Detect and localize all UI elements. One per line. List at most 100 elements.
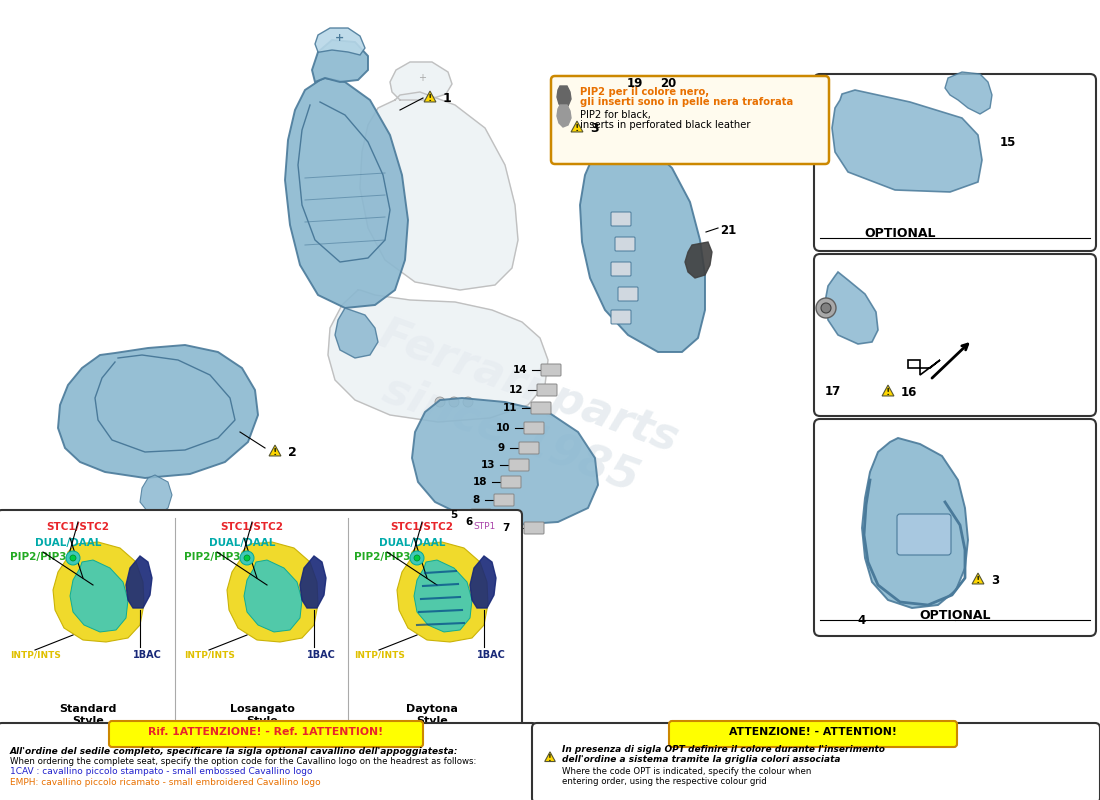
Text: PIP2 per il colore nero,: PIP2 per il colore nero, [580, 87, 710, 97]
Polygon shape [126, 556, 152, 608]
Text: 3: 3 [991, 574, 999, 586]
Circle shape [410, 551, 424, 565]
FancyBboxPatch shape [519, 442, 539, 454]
FancyBboxPatch shape [524, 522, 544, 534]
Text: !: ! [273, 448, 277, 457]
Circle shape [244, 555, 250, 561]
FancyBboxPatch shape [541, 364, 561, 376]
Text: STC1/STC2: STC1/STC2 [220, 522, 284, 532]
Text: PIP2 for black,: PIP2 for black, [580, 110, 651, 120]
Text: !: ! [886, 388, 890, 397]
Polygon shape [972, 573, 983, 584]
Circle shape [821, 303, 830, 313]
Polygon shape [412, 398, 598, 525]
Polygon shape [685, 242, 712, 278]
Text: 14: 14 [513, 365, 527, 375]
Text: 3: 3 [590, 122, 598, 134]
Text: +: + [336, 33, 344, 43]
Polygon shape [425, 91, 436, 102]
Polygon shape [360, 92, 518, 290]
Text: STC1/STC2: STC1/STC2 [390, 522, 453, 532]
Text: Where the code OPT is indicated, specify the colour when: Where the code OPT is indicated, specify… [562, 767, 812, 776]
FancyBboxPatch shape [0, 723, 537, 800]
Text: 1BAC: 1BAC [307, 650, 336, 660]
Text: STC1/STC2: STC1/STC2 [46, 522, 110, 532]
Circle shape [414, 555, 420, 561]
Text: dell'ordine a sistema tramite la griglia colori associata: dell'ordine a sistema tramite la griglia… [562, 755, 840, 764]
Text: EMPH: cavallino piccolo ricamato - small embroidered Cavallino logo: EMPH: cavallino piccolo ricamato - small… [10, 778, 320, 787]
Polygon shape [270, 445, 280, 456]
Text: 8: 8 [473, 495, 480, 505]
Text: DUAL/DAAL: DUAL/DAAL [35, 538, 101, 548]
Text: Rif. 1ATTENZIONE! - Ref. 1ATTENTION!: Rif. 1ATTENZIONE! - Ref. 1ATTENTION! [148, 727, 384, 737]
Text: All'ordine del sedile completo, specificare la sigla optional cavallino dell'app: All'ordine del sedile completo, specific… [10, 747, 459, 756]
Text: Standard
Style: Standard Style [59, 705, 117, 726]
Polygon shape [315, 28, 365, 55]
Text: 1CAV : cavallino piccolo stampato - small embossed Cavallino logo: 1CAV : cavallino piccolo stampato - smal… [10, 767, 312, 776]
FancyBboxPatch shape [615, 237, 635, 251]
Polygon shape [53, 542, 144, 642]
Text: PIP2/PIP3: PIP2/PIP3 [184, 552, 241, 562]
Text: INTP/INTS: INTP/INTS [354, 650, 405, 659]
FancyBboxPatch shape [500, 476, 521, 488]
Text: PIP2/PIP3: PIP2/PIP3 [10, 552, 66, 562]
FancyBboxPatch shape [487, 516, 507, 528]
Polygon shape [832, 90, 982, 192]
Text: 7: 7 [503, 523, 510, 533]
FancyBboxPatch shape [814, 74, 1096, 251]
Text: DUAL/DAAL: DUAL/DAAL [378, 538, 446, 548]
Circle shape [434, 397, 446, 407]
Text: In presenza di sigla OPT definire il colore durante l'inserimento: In presenza di sigla OPT definire il col… [562, 745, 884, 754]
Polygon shape [882, 385, 894, 396]
Polygon shape [862, 438, 968, 608]
Text: 2: 2 [288, 446, 297, 458]
Text: OPTIONAL: OPTIONAL [865, 227, 936, 240]
FancyBboxPatch shape [896, 514, 951, 555]
Circle shape [816, 298, 836, 318]
FancyBboxPatch shape [524, 422, 544, 434]
Text: Daytona
Style: Daytona Style [406, 705, 458, 726]
FancyBboxPatch shape [669, 721, 957, 747]
Circle shape [240, 551, 254, 565]
Text: INTP/INTS: INTP/INTS [184, 650, 235, 659]
Polygon shape [602, 100, 660, 144]
FancyBboxPatch shape [532, 723, 1100, 800]
Text: 15: 15 [1000, 135, 1016, 149]
FancyBboxPatch shape [610, 310, 631, 324]
FancyBboxPatch shape [509, 459, 529, 471]
Text: STP1: STP1 [473, 522, 495, 531]
Text: !: ! [548, 754, 552, 763]
Text: OPTIONAL: OPTIONAL [920, 609, 991, 622]
Circle shape [70, 555, 76, 561]
Circle shape [463, 397, 473, 407]
Text: 1BAC: 1BAC [477, 650, 506, 660]
Text: PIP2/PIP3: PIP2/PIP3 [354, 552, 410, 562]
FancyBboxPatch shape [109, 721, 424, 747]
Polygon shape [58, 345, 258, 478]
Text: 1: 1 [443, 91, 452, 105]
Text: 10: 10 [495, 423, 510, 433]
Text: 19: 19 [627, 77, 644, 90]
FancyBboxPatch shape [814, 419, 1096, 636]
Polygon shape [945, 72, 992, 114]
Polygon shape [70, 560, 128, 632]
Text: 18: 18 [473, 477, 487, 487]
Text: 1BAC: 1BAC [133, 650, 162, 660]
Polygon shape [390, 62, 452, 100]
FancyBboxPatch shape [494, 494, 514, 506]
Text: +: + [418, 73, 426, 83]
Polygon shape [140, 475, 172, 515]
Text: !: ! [976, 576, 980, 585]
FancyBboxPatch shape [537, 384, 557, 396]
Polygon shape [557, 86, 571, 108]
Text: 20: 20 [660, 77, 676, 90]
Polygon shape [414, 560, 472, 632]
FancyBboxPatch shape [610, 262, 631, 276]
Text: 21: 21 [720, 223, 736, 237]
FancyBboxPatch shape [610, 212, 631, 226]
Polygon shape [328, 290, 548, 422]
Polygon shape [285, 78, 408, 308]
Circle shape [449, 397, 459, 407]
Text: When ordering the complete seat, specify the option code for the Cavallino logo : When ordering the complete seat, specify… [10, 757, 476, 766]
Text: !: ! [575, 124, 580, 133]
